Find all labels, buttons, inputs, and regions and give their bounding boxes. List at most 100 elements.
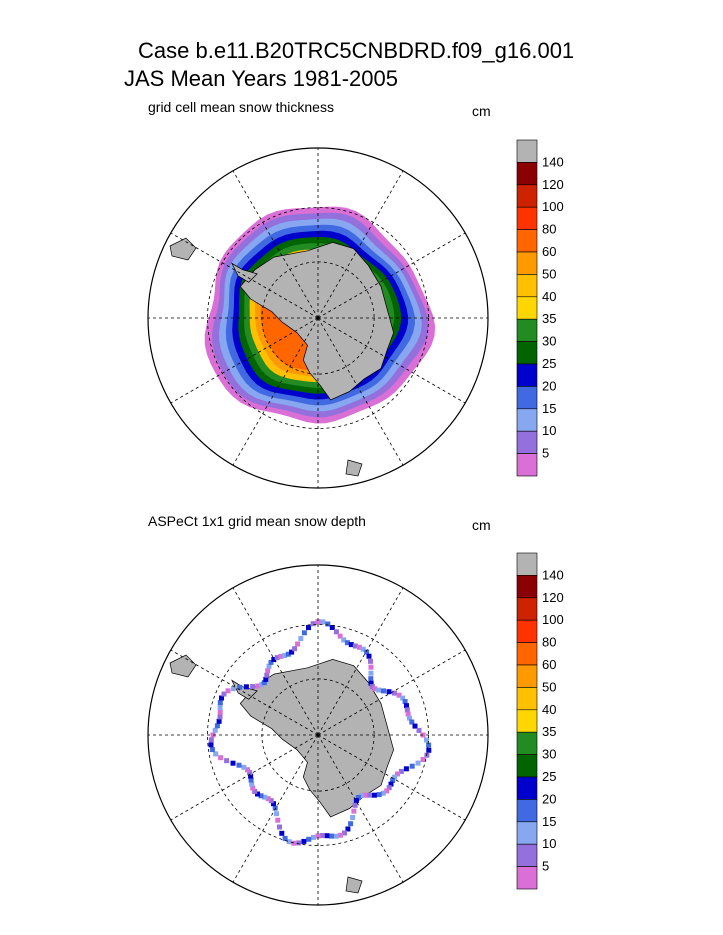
obs-cell <box>278 653 284 659</box>
obs-cell <box>368 664 374 670</box>
meridian-line <box>317 317 466 404</box>
colorbar-tick-label: 35 <box>542 724 556 739</box>
colorbar-tick-label: 100 <box>542 199 564 214</box>
obs-cell <box>243 684 249 690</box>
obs-cell <box>268 798 274 804</box>
obs-cell <box>274 811 279 817</box>
obs-cell <box>412 723 418 729</box>
panel1-map <box>169 206 436 477</box>
obs-cell <box>315 619 321 625</box>
obs-cell <box>342 830 347 836</box>
panel2-colorbar: 140 120 100 80 60 50 40 35 30 25 20 15 10 5 <box>516 552 564 890</box>
obs-cell <box>261 680 267 686</box>
obs-cell <box>209 747 215 753</box>
obs-cell <box>353 798 359 804</box>
panel2-unit: cm <box>472 517 491 533</box>
obs-cell <box>272 805 278 811</box>
obs-cell <box>329 625 335 630</box>
obs-cell <box>404 707 410 713</box>
meridian-line <box>317 317 404 466</box>
colorbar-swatch <box>516 206 538 230</box>
obs-cell <box>392 774 398 780</box>
obs-cell <box>225 688 231 694</box>
obs-cell <box>358 793 364 799</box>
colorbar-tick-label: 60 <box>542 244 556 259</box>
colorbar-swatch <box>516 139 538 163</box>
panel2-grid <box>147 564 489 906</box>
south-america-land <box>169 237 197 261</box>
meridian-line <box>170 317 319 404</box>
obs-cell <box>403 766 409 772</box>
obs-cell <box>368 680 374 686</box>
obs-cell <box>265 796 271 802</box>
meridian-line <box>170 734 319 821</box>
colorbar-swatch <box>516 453 538 477</box>
obs-cell <box>345 826 351 832</box>
colorbar-swatch <box>516 597 538 621</box>
obs-cell <box>398 768 404 774</box>
obs-cell <box>426 742 432 748</box>
obs-cell <box>368 658 373 664</box>
obs-cell <box>266 663 272 669</box>
obs-cell <box>247 770 253 776</box>
obs-cell <box>282 835 288 841</box>
colorbar-tick-label: 20 <box>542 791 556 806</box>
obs-cell <box>306 836 312 842</box>
colorbar-swatch <box>516 731 538 755</box>
obs-cell <box>252 788 258 794</box>
panel2-title: ASPeCt 1x1 grid mean snow depth <box>148 513 366 529</box>
colorbar-swatch <box>516 552 538 576</box>
colorbar-tick-label: 120 <box>542 177 564 192</box>
obs-cell <box>208 737 214 743</box>
obs-cell <box>249 781 255 787</box>
obs-cell <box>390 778 396 783</box>
colorbar-swatch <box>516 274 538 298</box>
colorbar-swatch <box>516 341 538 365</box>
meridian-line <box>232 170 319 319</box>
obs-cell <box>404 703 409 709</box>
obs-cell <box>289 649 295 655</box>
obs-cell <box>341 637 347 643</box>
colorbar-tick-label: 5 <box>542 446 549 461</box>
colorbar-tick-label: 40 <box>542 289 556 304</box>
obs-cell <box>230 686 236 692</box>
colorbar-tick-label: 50 <box>542 679 556 694</box>
obs-cell <box>395 771 400 777</box>
obs-cell <box>230 760 236 766</box>
colorbar-swatch <box>516 843 538 867</box>
meridian-line <box>317 649 466 736</box>
obs-cell <box>255 683 261 689</box>
obs-cell <box>216 718 222 724</box>
obs-cell <box>368 676 374 682</box>
latitude-circle <box>261 678 375 792</box>
obs-cell <box>400 695 406 701</box>
obs-cell <box>337 832 343 838</box>
obs-cell <box>388 781 394 787</box>
obs-cell <box>275 817 281 823</box>
obs-cell <box>213 751 219 757</box>
obs-cell <box>277 824 282 830</box>
obs-cell <box>360 646 366 652</box>
meridian-line <box>170 232 319 319</box>
obs-cell <box>237 684 243 690</box>
colorbar-tick-label: 140 <box>542 567 564 582</box>
colorbar-tick-label: 50 <box>542 266 556 281</box>
obs-cell <box>279 830 285 836</box>
antarctica-land <box>239 242 394 401</box>
colorbar-tick-label: 10 <box>542 423 556 438</box>
panel1-title: grid cell mean snow thickness <box>148 99 334 115</box>
obs-cell <box>391 690 397 696</box>
colorbar-swatch <box>516 251 538 275</box>
obs-cell <box>298 636 304 641</box>
obs-cell <box>420 757 426 762</box>
obs-cell <box>320 619 326 625</box>
obs-cell <box>348 821 354 827</box>
obs-cell <box>424 737 429 743</box>
colorbar-tick-label: 25 <box>542 769 556 784</box>
obs-cell <box>407 715 412 721</box>
panel1-colorbar: 140 120 100 80 60 50 40 35 30 25 20 15 10 5 <box>516 139 564 477</box>
colorbar-tick-label: 120 <box>542 590 564 605</box>
obs-cell <box>245 767 250 773</box>
obs-cell <box>366 653 372 659</box>
